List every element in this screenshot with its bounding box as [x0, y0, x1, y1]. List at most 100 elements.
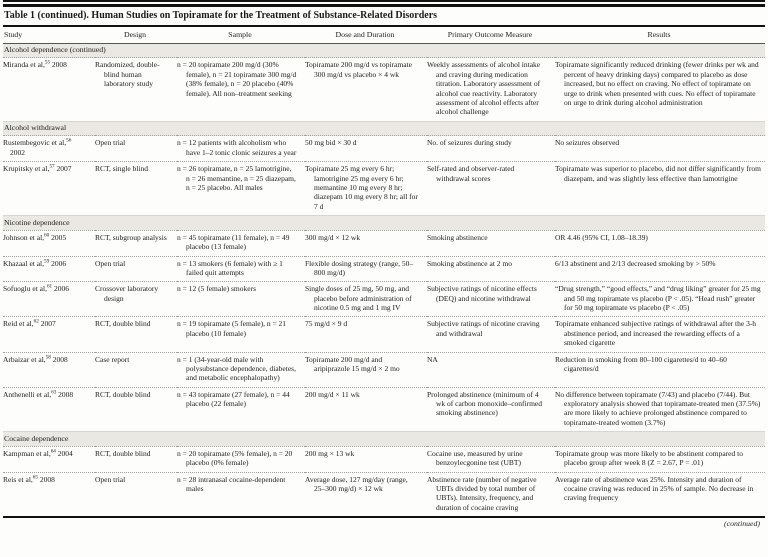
cell-design: Open trial: [95, 258, 126, 268]
cell-study: Reis et al,65 2008: [3, 472, 95, 516]
study-year: 2007: [54, 164, 72, 174]
cell-outcome: Abstinence rate (number of negative UBTs…: [427, 474, 537, 512]
cell-results: “Drug strength,” “good effects,” and “dr…: [555, 284, 761, 313]
cell-design: Randomized, double-blind human laborator…: [95, 60, 160, 89]
col-header-outcome: Primary Outcome Measure: [427, 27, 555, 44]
cell-results: Topiramate group was more likely to be a…: [555, 448, 743, 468]
cell-design: Case report: [95, 354, 130, 364]
citation-ref: 60: [44, 232, 50, 239]
study-year: 2006: [49, 258, 67, 268]
section-label: Cocaine dependence: [3, 431, 765, 447]
citation-ref: 55: [44, 59, 51, 66]
cell-design: RCT, subgroup analysis: [95, 232, 167, 242]
study-name: Johnson et al,: [3, 232, 45, 242]
cell-dose: 75 mg/d × 9 d: [305, 319, 348, 329]
study-year: 2007: [38, 319, 56, 329]
cell-dose: 50 mg bid × 30 d: [305, 138, 357, 148]
cell-results: Topiramate was superior to placebo, did …: [555, 164, 761, 183]
section-label: Alcohol withdrawal: [3, 121, 765, 136]
study-name: Anthenelli et al,: [3, 389, 52, 399]
title-rule: [3, 25, 765, 27]
citation-ref: 59: [44, 258, 50, 265]
table-row-khazaal: Khazaal et al,59 2006 Open trial n = 13 …: [3, 256, 765, 282]
study-year: 2008: [56, 389, 74, 399]
studies-table: Study Design Sample Dose and Duration Pr…: [3, 27, 765, 516]
study-year: 2005: [49, 232, 67, 242]
cell-results: Reduction in smoking from 80–100 cigaret…: [555, 354, 727, 373]
study-year: 2008: [37, 474, 55, 484]
study-name: Sofuoglu et al,: [3, 284, 47, 294]
section-label: Nicotine dependence: [3, 215, 765, 231]
cell-outcome: Self-rated and observer-rated withdrawal…: [427, 164, 515, 183]
cell-outcome: Weekly assessments of alcohol intake and…: [427, 60, 541, 117]
col-header-study: Study: [3, 27, 95, 44]
header-row: Study Design Sample Dose and Duration Pr…: [3, 27, 765, 44]
table-row-reid: Reid et al,62 2007 RCT, double blind n =…: [3, 316, 765, 352]
cell-outcome: No. of seizures during study: [427, 138, 512, 148]
study-name: Arbaizar et al,: [3, 354, 46, 364]
section-row-cocaine-dependence: Cocaine dependence: [3, 431, 765, 447]
cell-outcome: NA: [427, 354, 438, 364]
cell-sample: n = 1 (34-year-old male with polysubstan…: [177, 354, 296, 383]
cell-dose: Topiramate 25 mg every 6 hr; lamotrigine…: [305, 164, 418, 211]
study-name: Kampman et al,: [3, 448, 51, 458]
cell-results: OR 4.46 (95% CI, 1.08–18.39): [555, 232, 648, 242]
citation-ref: 65: [32, 474, 38, 481]
cell-study: Johnson et al,60 2005: [3, 230, 95, 256]
citation-ref: 61: [46, 283, 53, 290]
cell-design: RCT, double blind: [95, 448, 151, 458]
table-body: Alcohol dependence (continued) Miranda e…: [3, 43, 765, 516]
cell-sample: n = 13 smokers (6 female) with ≥ 1 faile…: [177, 258, 283, 277]
cell-design: Open trial: [95, 138, 126, 148]
table-row-krupitsky: Krupitsky et al,57 2007 RCT, single blin…: [3, 161, 765, 216]
cell-dose: Topiramate 200 mg/d vs topiramate 300 mg…: [305, 60, 412, 79]
cell-sample: n = 26 topiramate, n = 25 lamotrigine, n…: [177, 164, 296, 192]
bottom-rule: [3, 516, 765, 519]
table-row-johnson: Johnson et al,60 2005 RCT, subgroup anal…: [3, 230, 765, 256]
table-row-reis: Reis et al,65 2008 Open trial n = 28 int…: [3, 472, 765, 516]
cell-outcome: Smoking abstinence: [427, 232, 488, 242]
cell-design: RCT, double blind: [95, 319, 151, 329]
journal-table-page: Table 1 (continued). Human Studies on To…: [3, 0, 765, 528]
top-double-rule: [3, 0, 765, 7]
cell-study: Arbaizar et al,58 2008: [3, 352, 95, 387]
cell-results: No seizures observed: [555, 138, 620, 148]
cell-results: Topiramate significantly reduced drinkin…: [555, 60, 759, 107]
cell-outcome: Subjective ratings of nicotine effects (…: [427, 284, 537, 303]
cell-dose: Flexible dosing strategy (range, 50–800 …: [305, 258, 414, 277]
study-year: 2008: [50, 60, 67, 70]
cell-study: Reid et al,62 2007: [3, 317, 95, 352]
section-row-alcohol-dependence: Alcohol dependence (continued): [3, 43, 765, 58]
cell-results: 6/13 abstinent and 2/13 decreased smokin…: [555, 258, 716, 268]
cell-sample: n = 45 topiramate (11 female), n = 49 pl…: [177, 232, 290, 252]
table-row-arbaizar: Arbaizar et al,58 2008 Case report n = 1…: [3, 352, 765, 387]
cell-sample: n = 43 topiramate (27 female), n = 44 pl…: [177, 389, 290, 409]
cell-sample: n = 20 topiramate (5% female), n = 20 pl…: [177, 448, 293, 468]
cell-results: No difference between topiramate (7/43) …: [555, 389, 761, 427]
study-name: Rustembegovic et al,: [3, 138, 67, 148]
cell-design: RCT, single blind: [95, 164, 148, 174]
cell-design: Crossover laboratory design: [95, 284, 159, 303]
cell-design: RCT, double blind: [95, 389, 151, 399]
cell-study: Rustembegovic et al,56 2002: [3, 136, 95, 162]
cell-outcome: Subjective ratings of nicotine craving a…: [427, 319, 540, 338]
cell-dose: 200 mg/d × 11 wk: [305, 389, 360, 399]
cell-study: Anthenelli et al,63 2008: [3, 387, 95, 432]
col-header-design: Design: [95, 27, 177, 44]
citation-ref: 56: [66, 137, 72, 144]
cell-sample: n = 12 (5 female) smokers: [177, 284, 256, 294]
cell-outcome: Prolonged abstinence (minimum of 4 wk of…: [427, 389, 543, 418]
study-name: Miranda et al,: [3, 60, 45, 70]
table-row-kampman: Kampman et al,64 2004 RCT, double blind …: [3, 446, 765, 472]
col-header-dose: Dose and Duration: [305, 27, 427, 44]
section-label: Alcohol dependence (continued): [3, 43, 765, 58]
cell-dose: 300 mg/d × 12 wk: [305, 232, 361, 242]
cell-sample: n = 12 patients with alcoholism who have…: [177, 138, 297, 157]
cell-design: Open trial: [95, 474, 126, 484]
cell-outcome: Cocaine use, measured by urine benzoylec…: [427, 448, 523, 468]
cell-dose: Topiramate 200 mg/d and aripiprazole 15 …: [305, 354, 400, 373]
table-row-anthenelli: Anthenelli et al,63 2008 RCT, double bli…: [3, 387, 765, 432]
study-year: 2004: [55, 448, 73, 458]
col-header-sample: Sample: [177, 27, 305, 44]
cell-study: Sofuoglu et al,61 2006: [3, 282, 95, 317]
